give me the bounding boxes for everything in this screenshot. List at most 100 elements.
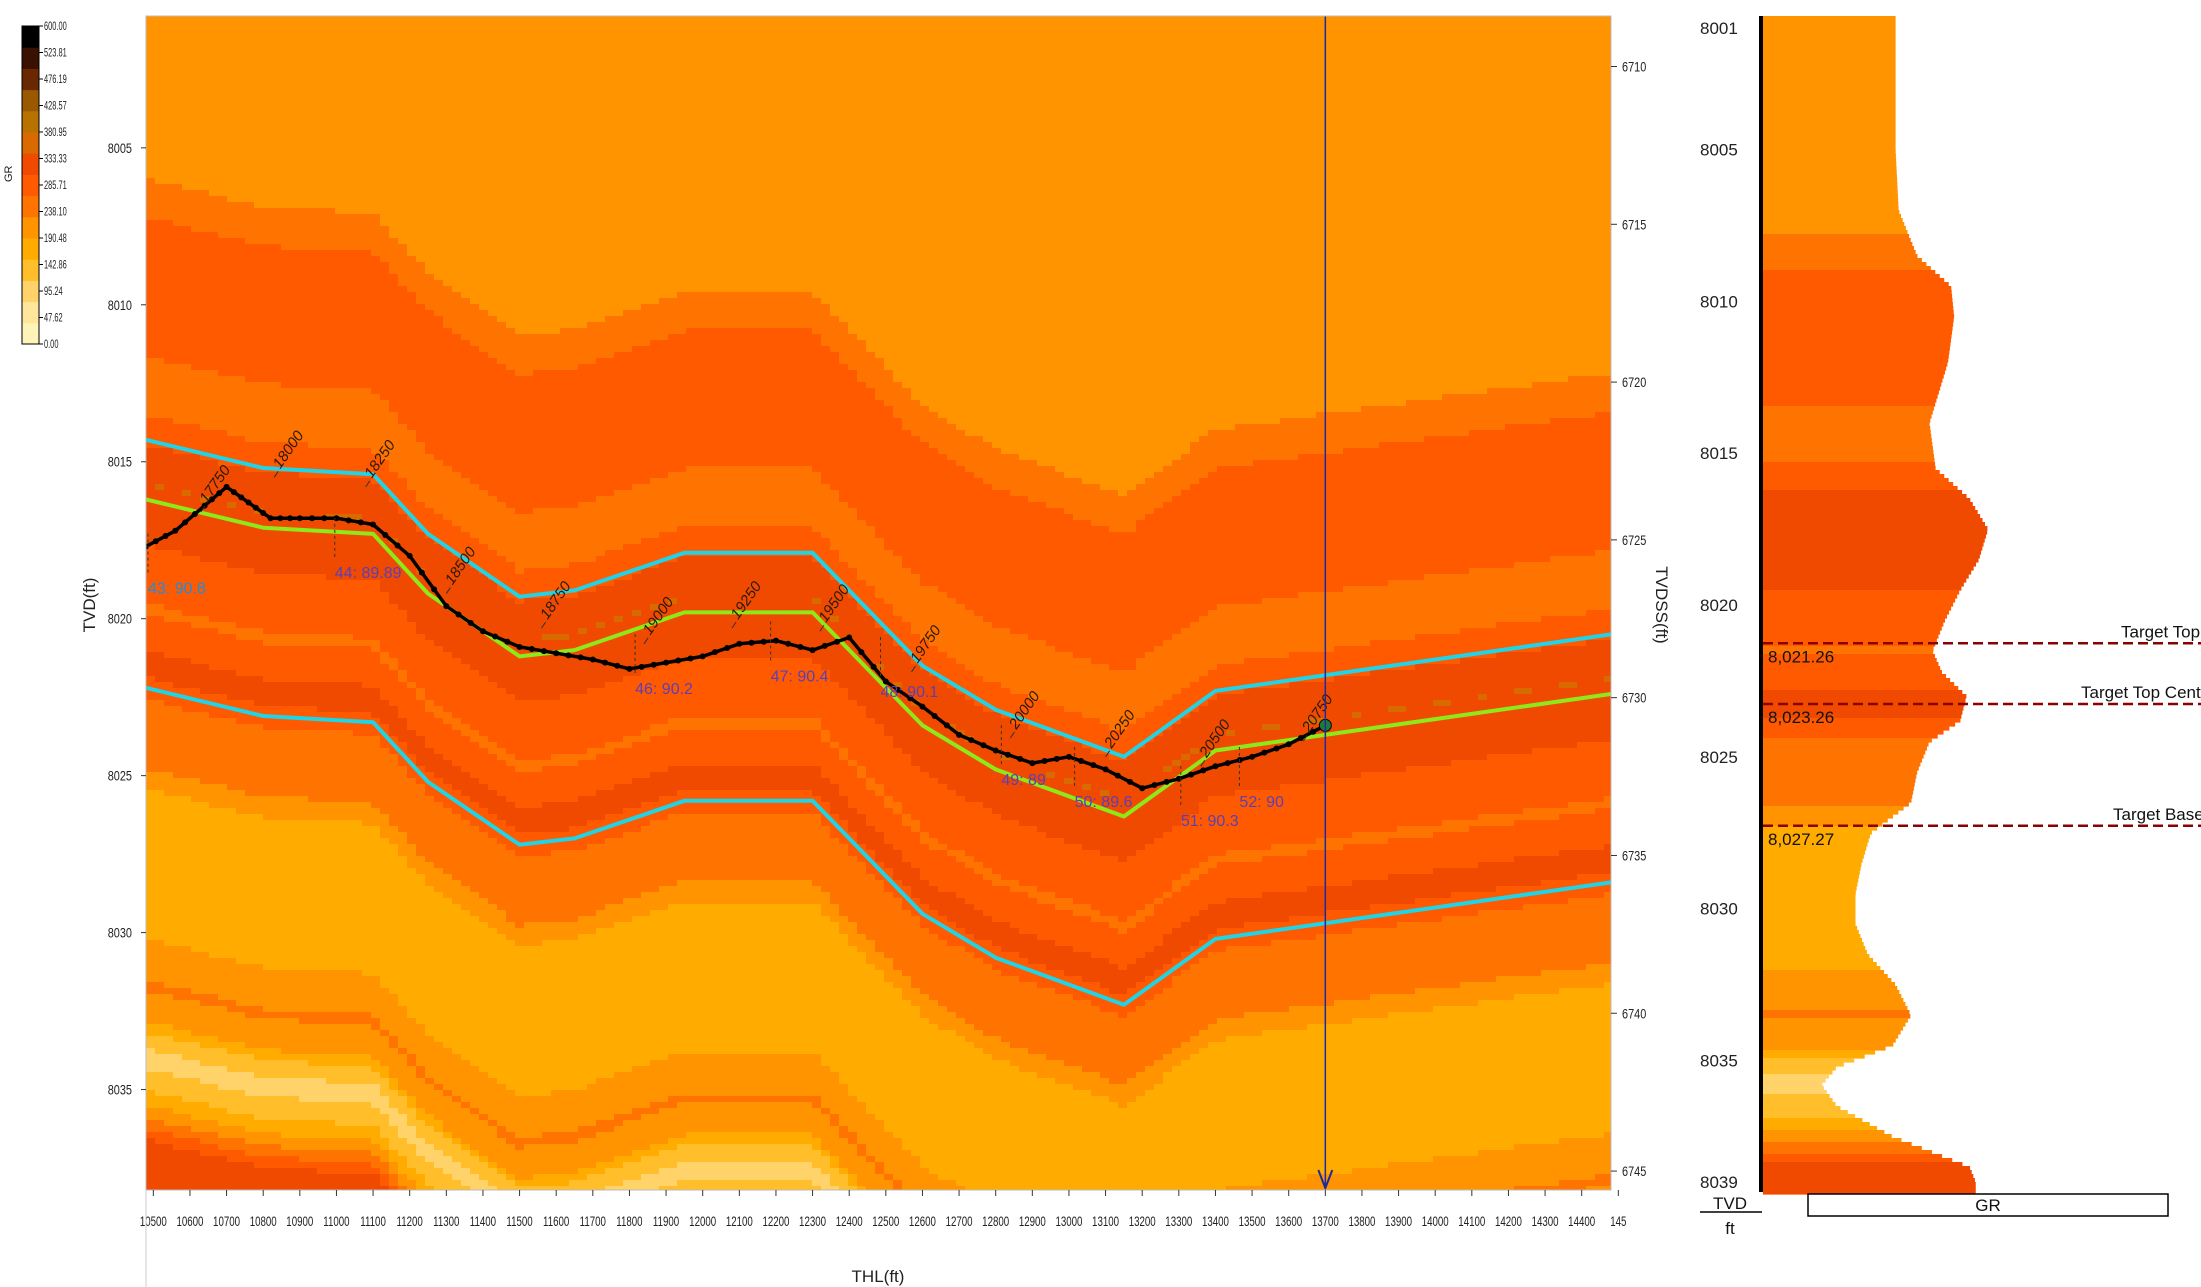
heatmap-cell [182, 1018, 192, 1025]
heatmap-cell [173, 838, 183, 845]
heatmap-cell [272, 1072, 282, 1079]
heatmap-cell [362, 538, 372, 545]
heatmap-cell [146, 166, 156, 173]
heatmap-cell [326, 124, 336, 131]
heatmap-cell [182, 586, 192, 593]
heatmap-cell [353, 742, 363, 749]
heatmap-cell [218, 934, 228, 941]
heatmap-cell [308, 340, 318, 347]
heatmap-cell [353, 148, 363, 155]
heatmap-cell [155, 358, 165, 365]
heatmap-cell [281, 106, 291, 113]
heatmap-cell [200, 544, 210, 551]
heatmap-cell [173, 40, 183, 47]
heatmap-cell [200, 376, 210, 383]
heatmap-cell [281, 208, 291, 215]
heatmap-cell [245, 280, 255, 287]
heatmap-cell [254, 1006, 264, 1013]
heatmap-cell [353, 340, 363, 347]
heatmap-cell [209, 388, 219, 395]
heatmap-cell [290, 58, 300, 65]
heatmap-cell [236, 1180, 246, 1187]
heatmap-cell [290, 298, 300, 305]
heatmap-cell [335, 250, 345, 257]
heatmap-cell [353, 862, 363, 869]
heatmap-cell [272, 280, 282, 287]
heatmap-cell [290, 910, 300, 917]
heatmap-cell [254, 886, 264, 893]
heatmap-cell [155, 640, 165, 647]
heatmap-cell [164, 1078, 174, 1085]
heatmap-cell [182, 580, 192, 587]
heatmap-cell [173, 778, 183, 785]
heatmap-cell [218, 34, 228, 41]
heatmap-cell [173, 604, 183, 611]
heatmap-cell [245, 76, 255, 83]
heatmap-cell [308, 652, 318, 659]
heatmap-cell [263, 730, 273, 737]
heatmap-cell [281, 676, 291, 683]
heatmap-cell [272, 862, 282, 869]
heatmap-cell [164, 1108, 174, 1115]
heatmap-cell [290, 202, 300, 209]
heatmap-cell [164, 550, 174, 557]
heatmap-cell [200, 928, 210, 935]
heatmap-cell [308, 52, 318, 59]
heatmap-cell [182, 166, 192, 173]
heatmap-cell [227, 208, 237, 215]
heatmap-cell [191, 112, 201, 119]
heatmap-cell [308, 778, 318, 785]
heatmap-cell [317, 952, 327, 959]
heatmap-cell [191, 1042, 201, 1049]
heatmap-cell [290, 664, 300, 671]
heatmap-cell [353, 40, 363, 47]
heatmap-cell [290, 982, 300, 989]
heatmap-cell [209, 232, 219, 239]
heatmap-cell [200, 634, 210, 641]
heatmap-cell [236, 562, 246, 569]
heatmap-cell [308, 958, 318, 965]
heatmap-cell [299, 196, 309, 203]
heatmap-cell [299, 430, 309, 437]
heatmap-cell [326, 520, 336, 527]
heatmap-cell [182, 664, 192, 671]
heatmap-cell [146, 406, 156, 413]
heatmap-cell [281, 610, 291, 617]
heatmap-cell [263, 916, 273, 923]
heatmap-cell [353, 22, 363, 29]
heatmap-cell [344, 1006, 354, 1013]
heatmap-cell [155, 634, 165, 641]
heatmap-cell [236, 370, 246, 377]
heatmap-cell [344, 94, 354, 101]
heatmap-cell [335, 892, 345, 899]
heatmap-cell [335, 1150, 345, 1157]
heatmap-cell [209, 346, 219, 353]
heatmap-cell [272, 130, 282, 137]
heatmap-cell [173, 616, 183, 623]
heatmap-cell [263, 544, 273, 551]
heatmap-cell [272, 82, 282, 89]
heatmap-cell [209, 964, 219, 971]
heatmap-cell [200, 190, 210, 197]
heatmap-cell [182, 1084, 192, 1091]
heatmap-cell [272, 640, 282, 647]
heatmap-cell [245, 256, 255, 263]
heatmap-cell [209, 904, 219, 911]
heatmap-cell [308, 748, 318, 755]
heatmap-cell [353, 268, 363, 275]
heatmap-cell [281, 976, 291, 983]
heatmap-cell [191, 250, 201, 257]
heatmap-cell [263, 706, 273, 713]
heatmap-cell [272, 610, 282, 617]
heatmap-cell [182, 208, 192, 215]
heatmap-cell [290, 292, 300, 299]
heatmap-cell [236, 388, 246, 395]
heatmap-cell [362, 256, 372, 263]
heatmap-cell [353, 382, 363, 389]
heatmap-cell [209, 214, 219, 221]
heatmap-cell [245, 358, 255, 365]
heatmap-cell [353, 112, 363, 119]
heatmap-cell [236, 838, 246, 845]
heatmap-cell [254, 1090, 264, 1097]
heatmap-cell [344, 466, 354, 473]
